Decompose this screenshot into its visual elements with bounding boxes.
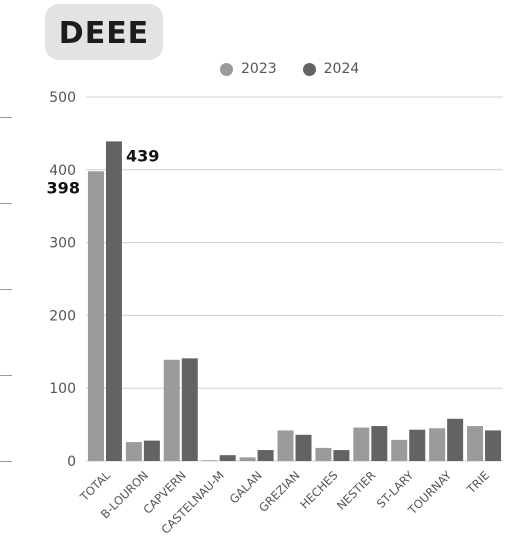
x-tick-label: TOTAL <box>77 468 114 505</box>
bar-2023-total <box>87 171 104 462</box>
legend-label-2023: 2023 <box>241 61 277 77</box>
edge-tick <box>0 203 12 204</box>
x-tick-label: NESTIER <box>334 468 378 512</box>
x-tick-label: TRIE <box>463 468 492 497</box>
legend: 2023 2024 <box>220 58 385 80</box>
y-tick-label: 100 <box>49 381 76 397</box>
bar-2024-galan <box>257 450 274 461</box>
bar-2024-st-lary <box>409 429 426 461</box>
bar-2024-nestier <box>371 426 388 461</box>
bar-2024-capvern <box>181 358 198 461</box>
bar-2023-st-lary <box>391 439 408 461</box>
bar-2024-heches <box>333 450 350 461</box>
y-tick-label: 300 <box>49 236 76 252</box>
y-tick-label: 500 <box>49 90 76 106</box>
legend-label-2024: 2024 <box>323 61 360 77</box>
y-tick-label: 0 <box>67 454 76 470</box>
bar-2023-capvern <box>163 359 180 461</box>
bar-2023-nestier <box>353 427 370 461</box>
edge-tick <box>0 461 12 462</box>
x-tick-label: HECHES <box>297 468 340 511</box>
data-label: 398 <box>47 178 80 197</box>
edge-tick <box>0 289 12 290</box>
bar-2023-tournay <box>429 428 446 461</box>
bar-2023-b-louron <box>125 442 142 461</box>
bar-2023-grezian <box>277 430 294 461</box>
bar-2023-galan <box>239 457 256 461</box>
y-tick-label: 400 <box>49 163 76 179</box>
bar-2023-trie <box>467 426 484 461</box>
bar-2023-heches <box>315 447 332 461</box>
bar-2024-total <box>105 141 122 461</box>
bar-2024-castelnau-m <box>219 455 236 461</box>
y-tick-label: 200 <box>49 308 76 324</box>
bar-2023-castelnau-m <box>201 460 218 461</box>
bar-2024-tournay <box>447 418 464 461</box>
edge-tick <box>0 117 12 118</box>
bar-2024-b-louron <box>143 440 160 461</box>
legend-swatch-2024 <box>302 62 316 76</box>
x-tick-label: GREZIAN <box>256 468 303 515</box>
bar-2024-grezian <box>295 434 312 461</box>
legend-swatch-2023 <box>220 62 233 76</box>
bar-2024-trie <box>485 430 502 461</box>
edge-tick <box>0 375 12 376</box>
title-box: DEEE <box>45 4 163 60</box>
legend-item-2023: 2023 <box>220 61 277 77</box>
legend-item-2024: 2024 <box>302 61 360 77</box>
data-label: 439 <box>126 146 159 165</box>
chart-title: DEEE <box>58 16 150 51</box>
